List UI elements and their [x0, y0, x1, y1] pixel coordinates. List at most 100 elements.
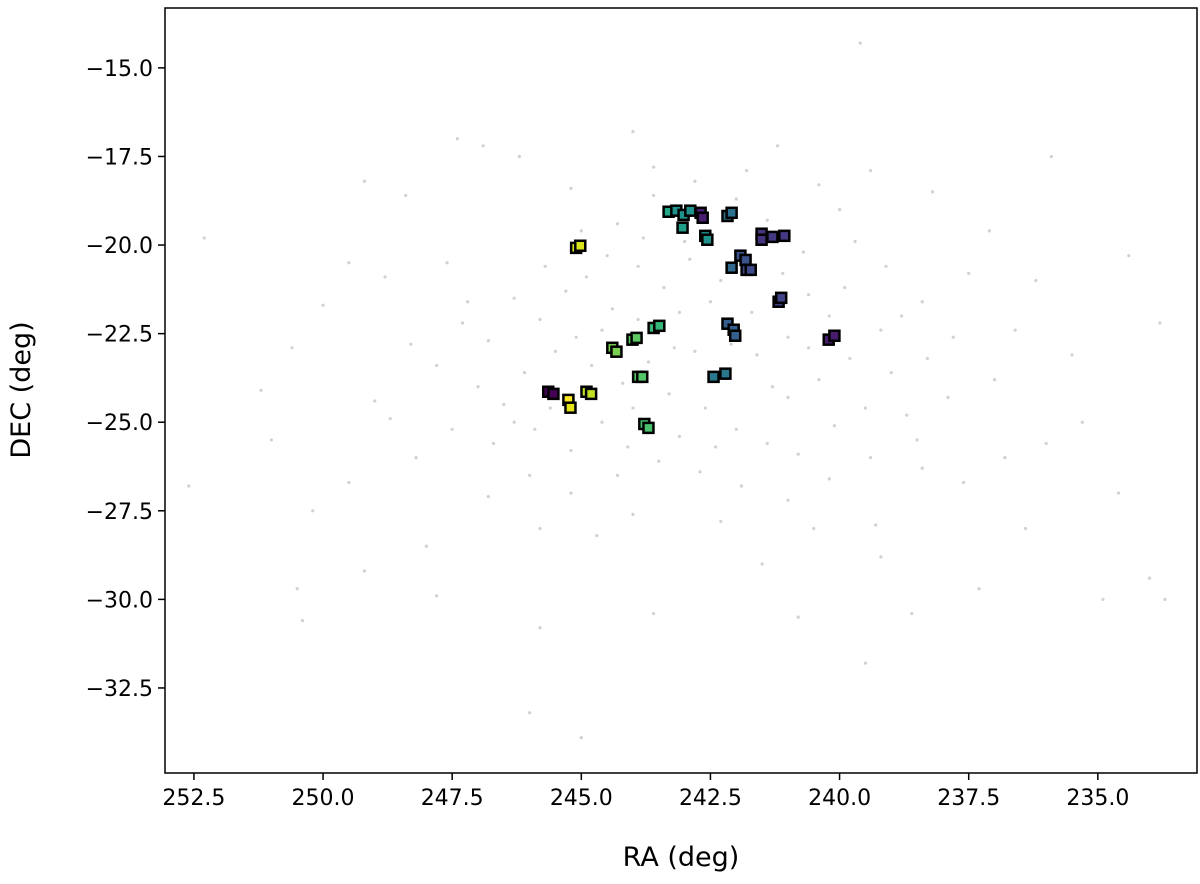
background-point	[621, 381, 625, 385]
background-point	[1163, 597, 1167, 601]
highlighted-point	[755, 233, 768, 246]
background-point	[569, 448, 573, 453]
y-tick-label: −25.0	[86, 411, 153, 436]
background-point	[868, 456, 873, 460]
background-point	[688, 257, 692, 261]
x-tick-label: 237.5	[937, 786, 1000, 811]
background-point	[698, 470, 702, 474]
background-point	[863, 406, 867, 410]
background-point	[905, 413, 909, 417]
background-point	[863, 661, 867, 665]
background-point	[321, 303, 325, 307]
highlighted-point	[725, 261, 738, 274]
background-point	[765, 218, 769, 222]
highlighted-point	[584, 387, 598, 401]
highlighted-point	[701, 233, 714, 246]
background-point	[486, 339, 490, 343]
background-point	[910, 611, 914, 616]
background-point	[662, 285, 666, 290]
x-axis: 252.5 250.0 247.5 245.0 242.5 240.0 237.5 235.0	[162, 773, 1129, 811]
background-point	[1070, 353, 1074, 357]
background-point	[837, 208, 842, 212]
background-point	[631, 406, 635, 410]
background-point	[362, 569, 366, 573]
background-point	[796, 615, 800, 619]
highlighted-point	[725, 206, 738, 220]
background-point	[1023, 526, 1028, 531]
background-point	[1013, 328, 1017, 332]
background-point	[843, 285, 847, 290]
background-point	[1101, 597, 1105, 601]
background-point	[300, 619, 304, 623]
highlighted-point	[684, 204, 697, 217]
highlighted-point	[766, 230, 779, 244]
highlighted-point	[719, 367, 732, 380]
background-point	[646, 360, 651, 364]
highlighted-point	[610, 345, 623, 358]
background-point	[683, 239, 687, 244]
background-point	[832, 424, 837, 428]
highlighted-point	[630, 331, 643, 345]
background-point	[553, 349, 558, 353]
background-point	[445, 261, 449, 265]
background-point	[744, 169, 749, 173]
background-point	[569, 186, 573, 190]
background-point	[899, 314, 904, 318]
background-point	[719, 519, 723, 524]
y-tick-label: −17.5	[86, 145, 153, 170]
background-point	[760, 562, 764, 566]
x-tick-label: 235.0	[1066, 786, 1129, 811]
x-tick-label: 247.5	[421, 786, 484, 811]
background-point	[1034, 278, 1038, 283]
background-point	[920, 466, 924, 470]
background-point	[961, 480, 966, 485]
x-tick-label: 252.5	[162, 786, 225, 811]
background-point	[579, 735, 583, 740]
background-points	[187, 41, 1167, 740]
background-point	[1158, 321, 1162, 325]
background-point	[770, 385, 775, 389]
background-point	[786, 498, 790, 502]
background-point	[786, 395, 790, 400]
highlighted-point	[828, 329, 841, 343]
highlighted-point	[707, 370, 720, 384]
background-point	[610, 307, 614, 311]
background-point	[729, 342, 733, 346]
background-point	[827, 477, 831, 481]
background-point	[765, 441, 769, 446]
highlighted-point	[739, 253, 752, 267]
background-point	[202, 236, 206, 240]
background-point	[187, 484, 191, 488]
background-point	[858, 41, 862, 45]
background-point	[879, 328, 883, 332]
background-point	[848, 356, 852, 361]
background-point	[652, 611, 656, 616]
background-point	[512, 296, 516, 300]
highlighted-point	[728, 329, 742, 343]
background-point	[1147, 576, 1152, 580]
background-point	[874, 523, 878, 527]
background-point	[569, 491, 573, 495]
background-point	[868, 169, 873, 173]
background-point	[1044, 441, 1048, 446]
background-point	[693, 349, 697, 353]
highlighted-point	[642, 421, 655, 435]
background-point	[920, 300, 924, 304]
background-point	[786, 335, 790, 339]
background-point	[641, 236, 645, 240]
highlighted-point	[696, 211, 709, 225]
background-point	[584, 275, 589, 279]
background-point	[476, 385, 480, 389]
background-point	[631, 130, 635, 134]
background-point	[719, 278, 723, 283]
background-point	[548, 406, 552, 410]
background-point	[460, 321, 465, 325]
background-point	[817, 378, 821, 382]
background-point	[734, 197, 738, 201]
background-point	[801, 250, 806, 254]
background-point	[781, 271, 785, 275]
y-tick-label: −30.0	[86, 588, 153, 613]
background-point	[750, 310, 754, 314]
x-axis-label: RA (deg)	[623, 842, 740, 873]
